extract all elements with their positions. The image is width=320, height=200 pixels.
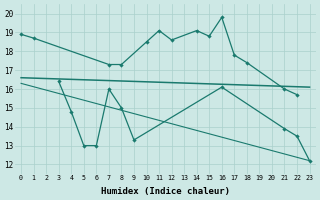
X-axis label: Humidex (Indice chaleur): Humidex (Indice chaleur) [101,187,230,196]
